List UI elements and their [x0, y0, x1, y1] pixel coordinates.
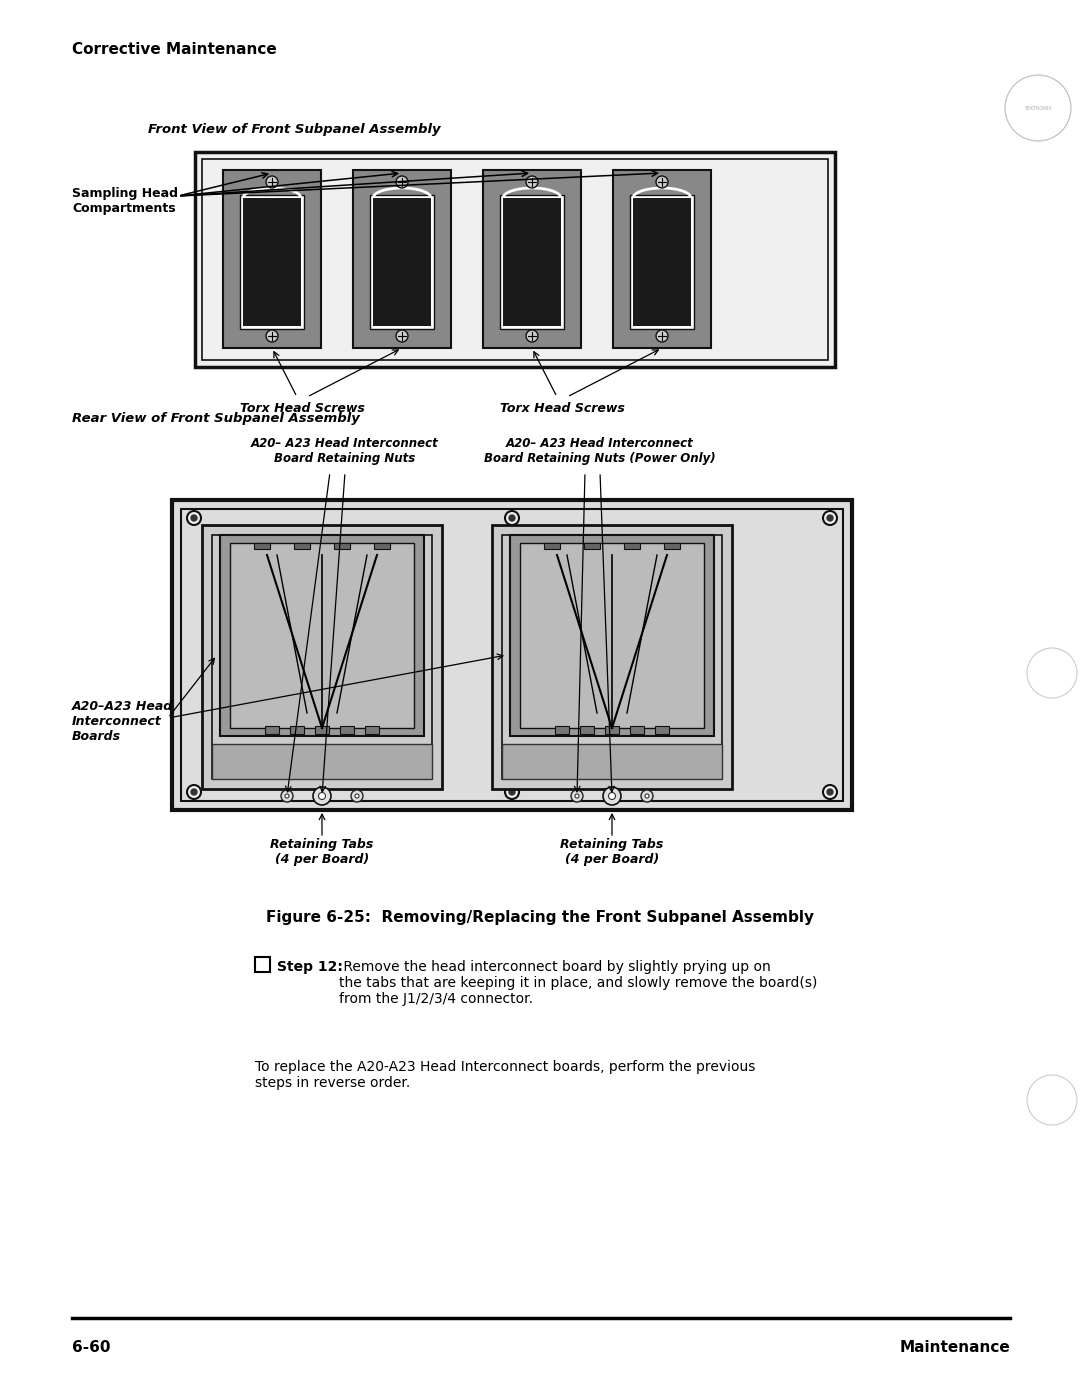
Circle shape	[187, 785, 201, 799]
Bar	[172, 499, 852, 810]
Text: Sampling Head
Compartments: Sampling Head Compartments	[72, 187, 178, 215]
Circle shape	[526, 176, 538, 187]
Circle shape	[656, 330, 669, 341]
Circle shape	[571, 790, 583, 802]
Bar	[353, 171, 451, 348]
Bar	[365, 726, 379, 734]
Bar	[605, 726, 619, 734]
Bar	[294, 543, 310, 548]
Text: To replace the A20-A23 Head Interconnect boards, perform the previous
steps in r: To replace the A20-A23 Head Interconnect…	[255, 1060, 755, 1090]
Circle shape	[285, 795, 289, 797]
Bar	[502, 534, 723, 779]
Bar	[181, 509, 843, 802]
Bar	[222, 171, 321, 348]
Circle shape	[187, 511, 201, 525]
Bar	[265, 726, 279, 734]
Text: 6-60: 6-60	[72, 1340, 110, 1356]
Bar	[340, 726, 354, 734]
Circle shape	[351, 790, 363, 802]
Circle shape	[505, 511, 519, 525]
Bar	[510, 534, 714, 736]
Text: Maintenance: Maintenance	[900, 1340, 1010, 1356]
Bar	[243, 199, 301, 326]
Bar	[373, 199, 431, 326]
Bar	[500, 194, 564, 329]
Bar	[502, 744, 723, 779]
Bar	[212, 744, 432, 779]
Text: A20– A23 Head Interconnect
Board Retaining Nuts (Power Only): A20– A23 Head Interconnect Board Retaini…	[484, 436, 716, 464]
Text: Corrective Maintenance: Corrective Maintenance	[72, 42, 276, 57]
Circle shape	[823, 785, 837, 799]
Text: TEKTRONIX: TEKTRONIX	[1024, 105, 1052, 111]
Circle shape	[191, 515, 197, 520]
Circle shape	[509, 789, 515, 795]
Circle shape	[509, 515, 515, 520]
Bar	[315, 726, 329, 734]
Bar	[633, 199, 691, 326]
Circle shape	[827, 515, 833, 520]
Bar	[254, 543, 270, 548]
Text: Retaining Tabs
(4 per Board): Retaining Tabs (4 per Board)	[561, 838, 664, 866]
Circle shape	[355, 795, 359, 797]
Circle shape	[656, 176, 669, 187]
Circle shape	[603, 788, 621, 804]
Text: A20–A23 Head
Interconnect
Boards: A20–A23 Head Interconnect Boards	[72, 700, 173, 743]
Bar	[240, 194, 303, 329]
Bar	[220, 534, 424, 736]
Circle shape	[645, 795, 649, 797]
Bar	[544, 543, 561, 548]
Bar	[630, 194, 694, 329]
Bar	[613, 171, 711, 348]
Text: Remove the head interconnect board by slightly prying up on
the tabs that are ke: Remove the head interconnect board by sl…	[339, 960, 818, 1006]
Circle shape	[319, 792, 325, 799]
Bar	[503, 199, 561, 326]
Text: Retaining Tabs
(4 per Board): Retaining Tabs (4 per Board)	[270, 838, 374, 866]
Circle shape	[827, 789, 833, 795]
Bar	[584, 543, 600, 548]
Circle shape	[266, 176, 278, 187]
Bar	[370, 194, 434, 329]
Bar	[374, 543, 390, 548]
Text: Step 12:: Step 12:	[276, 960, 342, 974]
Bar	[519, 543, 704, 727]
Text: Figure 6-25:  Removing/Replacing the Front Subpanel Assembly: Figure 6-25: Removing/Replacing the Fron…	[266, 909, 814, 925]
Bar	[230, 543, 414, 727]
Bar	[202, 159, 828, 360]
Circle shape	[281, 790, 293, 802]
Bar	[255, 957, 270, 972]
Circle shape	[608, 792, 616, 799]
Bar	[580, 726, 594, 734]
Circle shape	[505, 785, 519, 799]
Bar	[334, 543, 350, 548]
Bar	[202, 525, 442, 789]
Bar	[492, 525, 732, 789]
Text: A20– A23 Head Interconnect
Board Retaining Nuts: A20– A23 Head Interconnect Board Retaini…	[252, 436, 438, 464]
Circle shape	[642, 790, 653, 802]
Bar	[654, 726, 669, 734]
Text: Torx Head Screws: Torx Head Screws	[500, 402, 624, 416]
Bar	[624, 543, 640, 548]
Bar	[664, 543, 680, 548]
Circle shape	[266, 330, 278, 341]
Circle shape	[191, 789, 197, 795]
Bar	[483, 171, 581, 348]
Bar	[555, 726, 569, 734]
Text: Rear View of Front Subpanel Assembly: Rear View of Front Subpanel Assembly	[72, 411, 360, 425]
Bar	[195, 152, 835, 367]
Circle shape	[526, 330, 538, 341]
Text: Torx Head Screws: Torx Head Screws	[240, 402, 364, 416]
Bar	[212, 534, 432, 779]
Circle shape	[575, 795, 579, 797]
Circle shape	[396, 176, 408, 187]
Circle shape	[313, 788, 330, 804]
Circle shape	[823, 511, 837, 525]
Text: Front View of Front Subpanel Assembly: Front View of Front Subpanel Assembly	[148, 123, 441, 136]
Bar	[291, 726, 303, 734]
Bar	[630, 726, 644, 734]
Circle shape	[396, 330, 408, 341]
